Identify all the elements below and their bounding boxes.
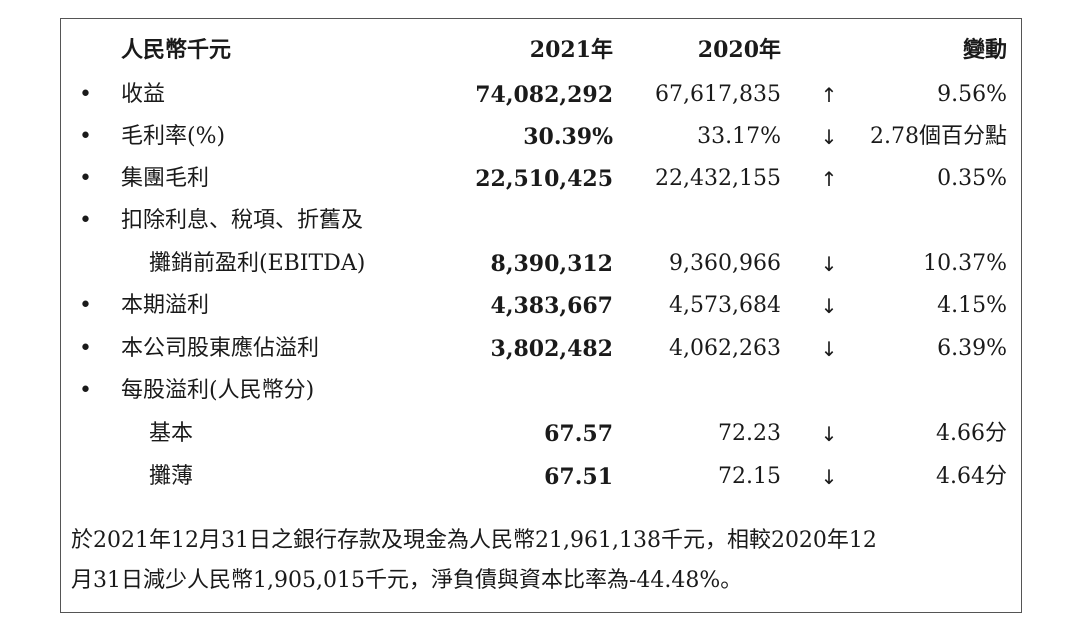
value-2021: 67.57 [544, 421, 613, 447]
row-label: 毛利率(%) [121, 124, 226, 149]
row-label: 每股溢利(人民幣分) [121, 378, 315, 403]
table-row: • 集團毛利 22,510,425 22,432,155 ↑ 0.35% [61, 158, 1021, 200]
bullet: • [79, 82, 92, 107]
value-2021: 8,390,312 [490, 251, 613, 277]
table-row: • 每股溢利(人民幣分) [61, 370, 1021, 412]
bullet: • [79, 166, 92, 191]
table-row: • 收益 74,082,292 67,617,835 ↑ 9.56% [61, 74, 1021, 116]
header-2021: 2021年 [529, 37, 613, 63]
up-arrow-icon: ↑ [820, 83, 838, 107]
change-value: 4.64分 [936, 464, 1007, 489]
table-row: • 扣除利息、稅項、折舊及 [61, 200, 1021, 242]
down-arrow-icon: ↓ [820, 465, 838, 489]
change-value: 2.78個百分點 [870, 124, 1007, 149]
value-2021: 4,383,667 [490, 293, 613, 319]
header-unit-label: 人民幣千元 [121, 37, 232, 63]
change-value: 9.56% [937, 82, 1007, 107]
summary-table-box: 人民幣千元 2021年 2020年 變動 • 收益 74,082,292 67,… [60, 18, 1022, 613]
change-value: 0.35% [937, 166, 1007, 191]
change-value: 4.66分 [936, 421, 1007, 446]
bullet: • [79, 293, 92, 318]
up-arrow-icon: ↑ [820, 167, 838, 191]
down-arrow-icon: ↓ [820, 422, 838, 446]
bullet: • [79, 208, 92, 233]
value-2021: 30.39% [523, 124, 613, 150]
value-2020: 4,062,263 [669, 336, 781, 361]
row-label: 攤銷前盈利(EBITDA) [149, 251, 366, 276]
table-row: • 本期溢利 4,383,667 4,573,684 ↓ 4.15% [61, 285, 1021, 327]
row-label: 扣除利息、稅項、折舊及 [121, 208, 364, 233]
value-2020: 67,617,835 [655, 82, 781, 107]
value-2020: 4,573,684 [669, 293, 781, 318]
value-2020: 9,360,966 [669, 251, 781, 276]
row-label: 本期溢利 [121, 293, 210, 318]
down-arrow-icon: ↓ [820, 125, 838, 149]
down-arrow-icon: ↓ [820, 252, 838, 276]
table-row: 攤薄 67.51 72.15 ↓ 4.64分 [61, 456, 1021, 498]
row-label: 基本 [149, 421, 194, 446]
value-2020: 33.17% [697, 124, 781, 149]
down-arrow-icon: ↓ [820, 294, 838, 318]
value-2020: 72.15 [718, 464, 781, 489]
footnote-line-1: 於2021年12月31日之銀行存款及現金為人民幣21,961,138千元，相較2… [71, 528, 877, 553]
header-change: 變動 [962, 37, 1007, 63]
row-label: 攤薄 [149, 464, 194, 489]
row-label: 本公司股東應佔溢利 [121, 336, 320, 361]
change-value: 10.37% [923, 251, 1007, 276]
row-label: 集團毛利 [121, 166, 210, 191]
table-row: 基本 67.57 72.23 ↓ 4.66分 [61, 413, 1021, 455]
bullet: • [79, 124, 92, 149]
header-2020: 2020年 [697, 37, 781, 63]
footnote-line-2: 月31日減少人民幣1,905,015千元，淨負債與資本比率為-44.48%。 [71, 568, 743, 593]
footnote-paragraph: 於2021年12月31日之銀行存款及現金為人民幣21,961,138千元，相較2… [71, 521, 1016, 601]
value-2021: 3,802,482 [490, 336, 613, 362]
value-2020: 22,432,155 [655, 166, 781, 191]
table-row: • 本公司股東應佔溢利 3,802,482 4,062,263 ↓ 6.39% [61, 328, 1021, 370]
bullet: • [79, 336, 92, 361]
change-value: 6.39% [937, 336, 1007, 361]
value-2020: 72.23 [718, 421, 781, 446]
value-2021: 22,510,425 [475, 166, 613, 192]
down-arrow-icon: ↓ [820, 337, 838, 361]
change-value: 4.15% [937, 293, 1007, 318]
table-header-row: 人民幣千元 2021年 2020年 變動 [61, 29, 1021, 71]
bullet: • [79, 378, 92, 403]
table-row: 攤銷前盈利(EBITDA) 8,390,312 9,360,966 ↓ 10.3… [61, 243, 1021, 285]
value-2021: 74,082,292 [475, 82, 613, 108]
row-label: 收益 [121, 82, 166, 107]
value-2021: 67.51 [544, 464, 613, 490]
table-row: • 毛利率(%) 30.39% 33.17% ↓ 2.78個百分點 [61, 116, 1021, 158]
